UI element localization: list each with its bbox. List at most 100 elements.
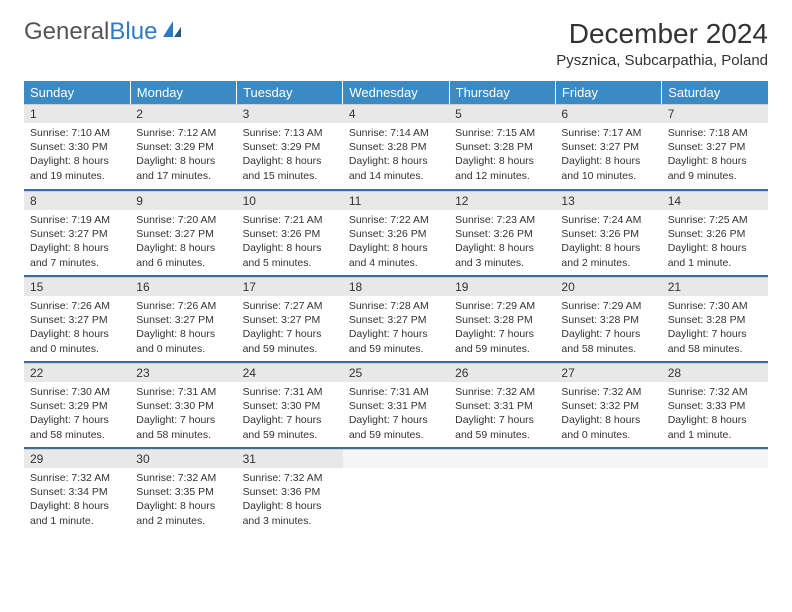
sunrise-text: Sunrise: 7:27 AM <box>243 299 337 313</box>
calendar-cell: 26Sunrise: 7:32 AMSunset: 3:31 PMDayligh… <box>449 362 555 448</box>
calendar-cell: 30Sunrise: 7:32 AMSunset: 3:35 PMDayligh… <box>130 448 236 534</box>
sunrise-text: Sunrise: 7:32 AM <box>455 385 549 399</box>
daylight-text: Daylight: 8 hours <box>561 241 655 255</box>
calendar-cell: 7Sunrise: 7:18 AMSunset: 3:27 PMDaylight… <box>662 104 768 190</box>
day-details: Sunrise: 7:27 AMSunset: 3:27 PMDaylight:… <box>237 296 343 360</box>
day-number: 22 <box>24 363 130 382</box>
daylight-text: and 59 minutes. <box>349 428 443 442</box>
day-number: 15 <box>24 277 130 296</box>
brand-logo: GeneralBlue <box>24 18 183 46</box>
sunset-text: Sunset: 3:27 PM <box>561 140 655 154</box>
day-number: 19 <box>449 277 555 296</box>
weekday-header: Thursday <box>449 81 555 104</box>
sunset-text: Sunset: 3:35 PM <box>136 485 230 499</box>
sunset-text: Sunset: 3:31 PM <box>349 399 443 413</box>
daylight-text: Daylight: 7 hours <box>30 413 124 427</box>
day-details: Sunrise: 7:31 AMSunset: 3:31 PMDaylight:… <box>343 382 449 446</box>
daylight-text: Daylight: 8 hours <box>243 499 337 513</box>
calendar-cell-empty <box>555 448 661 534</box>
calendar-cell: 28Sunrise: 7:32 AMSunset: 3:33 PMDayligh… <box>662 362 768 448</box>
daylight-text: Daylight: 8 hours <box>136 499 230 513</box>
sunrise-text: Sunrise: 7:26 AM <box>30 299 124 313</box>
calendar-cell: 25Sunrise: 7:31 AMSunset: 3:31 PMDayligh… <box>343 362 449 448</box>
sunrise-text: Sunrise: 7:23 AM <box>455 213 549 227</box>
daylight-text: Daylight: 8 hours <box>455 241 549 255</box>
day-details: Sunrise: 7:17 AMSunset: 3:27 PMDaylight:… <box>555 123 661 187</box>
sunrise-text: Sunrise: 7:20 AM <box>136 213 230 227</box>
day-number: 11 <box>343 191 449 210</box>
sunset-text: Sunset: 3:36 PM <box>243 485 337 499</box>
daylight-text: Daylight: 8 hours <box>455 154 549 168</box>
sunrise-text: Sunrise: 7:17 AM <box>561 126 655 140</box>
daylight-text: and 0 minutes. <box>136 342 230 356</box>
day-number: 26 <box>449 363 555 382</box>
calendar-cell: 10Sunrise: 7:21 AMSunset: 3:26 PMDayligh… <box>237 190 343 276</box>
day-details: Sunrise: 7:29 AMSunset: 3:28 PMDaylight:… <box>555 296 661 360</box>
calendar-cell: 14Sunrise: 7:25 AMSunset: 3:26 PMDayligh… <box>662 190 768 276</box>
day-details: Sunrise: 7:18 AMSunset: 3:27 PMDaylight:… <box>662 123 768 187</box>
calendar-cell: 19Sunrise: 7:29 AMSunset: 3:28 PMDayligh… <box>449 276 555 362</box>
calendar-cell: 15Sunrise: 7:26 AMSunset: 3:27 PMDayligh… <box>24 276 130 362</box>
daylight-text: and 2 minutes. <box>136 514 230 528</box>
sunrise-text: Sunrise: 7:32 AM <box>243 471 337 485</box>
sunrise-text: Sunrise: 7:14 AM <box>349 126 443 140</box>
day-number: 14 <box>662 191 768 210</box>
daylight-text: and 7 minutes. <box>30 256 124 270</box>
sunrise-text: Sunrise: 7:18 AM <box>668 126 762 140</box>
sunset-text: Sunset: 3:27 PM <box>30 313 124 327</box>
daylight-text: Daylight: 8 hours <box>136 241 230 255</box>
sunrise-text: Sunrise: 7:26 AM <box>136 299 230 313</box>
day-details: Sunrise: 7:31 AMSunset: 3:30 PMDaylight:… <box>237 382 343 446</box>
sunset-text: Sunset: 3:33 PM <box>668 399 762 413</box>
day-details: Sunrise: 7:26 AMSunset: 3:27 PMDaylight:… <box>130 296 236 360</box>
calendar-cell-empty <box>449 448 555 534</box>
sunset-text: Sunset: 3:31 PM <box>455 399 549 413</box>
day-number: 20 <box>555 277 661 296</box>
sunrise-text: Sunrise: 7:21 AM <box>243 213 337 227</box>
day-number: 31 <box>237 449 343 468</box>
calendar-cell: 31 Sunrise: 7:32 AMSunset: 3:36 PMDayligh… <box>237 448 343 534</box>
day-number: 1 <box>24 104 130 123</box>
daylight-text: and 59 minutes. <box>243 428 337 442</box>
sunset-text: Sunset: 3:26 PM <box>668 227 762 241</box>
sunset-text: Sunset: 3:27 PM <box>668 140 762 154</box>
sunrise-text: Sunrise: 7:25 AM <box>668 213 762 227</box>
calendar-cell: 23Sunrise: 7:31 AMSunset: 3:30 PMDayligh… <box>130 362 236 448</box>
sunset-text: Sunset: 3:28 PM <box>561 313 655 327</box>
calendar-cell: 12Sunrise: 7:23 AMSunset: 3:26 PMDayligh… <box>449 190 555 276</box>
day-details: Sunrise: 7:19 AMSunset: 3:27 PMDaylight:… <box>24 210 130 274</box>
sunrise-text: Sunrise: 7:15 AM <box>455 126 549 140</box>
sunrise-text: Sunrise: 7:22 AM <box>349 213 443 227</box>
daylight-text: and 58 minutes. <box>136 428 230 442</box>
weekday-header: Friday <box>555 81 661 104</box>
sunset-text: Sunset: 3:30 PM <box>136 399 230 413</box>
day-number: 30 <box>130 449 236 468</box>
sunrise-text: Sunrise: 7:32 AM <box>30 471 124 485</box>
daylight-text: and 58 minutes. <box>668 342 762 356</box>
sunset-text: Sunset: 3:27 PM <box>136 227 230 241</box>
sunrise-text: Sunrise: 7:12 AM <box>136 126 230 140</box>
sunset-text: Sunset: 3:29 PM <box>243 140 337 154</box>
sunset-text: Sunset: 3:26 PM <box>561 227 655 241</box>
sunset-text: Sunset: 3:27 PM <box>136 313 230 327</box>
weekday-header: Sunday <box>24 81 130 104</box>
sunset-text: Sunset: 3:30 PM <box>30 140 124 154</box>
calendar-row: 8Sunrise: 7:19 AMSunset: 3:27 PMDaylight… <box>24 190 768 276</box>
calendar-cell: 20Sunrise: 7:29 AMSunset: 3:28 PMDayligh… <box>555 276 661 362</box>
daylight-text: Daylight: 8 hours <box>30 154 124 168</box>
daylight-text: Daylight: 7 hours <box>455 327 549 341</box>
day-details: Sunrise: 7:21 AMSunset: 3:26 PMDaylight:… <box>237 210 343 274</box>
day-number: 2 <box>130 104 236 123</box>
day-details: Sunrise: 7:24 AMSunset: 3:26 PMDaylight:… <box>555 210 661 274</box>
day-number: 27 <box>555 363 661 382</box>
daylight-text: Daylight: 7 hours <box>349 413 443 427</box>
sunrise-text: Sunrise: 7:19 AM <box>30 213 124 227</box>
daylight-text: and 0 minutes. <box>30 342 124 356</box>
daylight-text: Daylight: 8 hours <box>561 154 655 168</box>
weekday-header-row: Sunday Monday Tuesday Wednesday Thursday… <box>24 81 768 104</box>
day-number: 6 <box>555 104 661 123</box>
day-number: 4 <box>343 104 449 123</box>
sunset-text: Sunset: 3:26 PM <box>243 227 337 241</box>
calendar-cell: 11Sunrise: 7:22 AMSunset: 3:26 PMDayligh… <box>343 190 449 276</box>
sunset-text: Sunset: 3:28 PM <box>455 140 549 154</box>
